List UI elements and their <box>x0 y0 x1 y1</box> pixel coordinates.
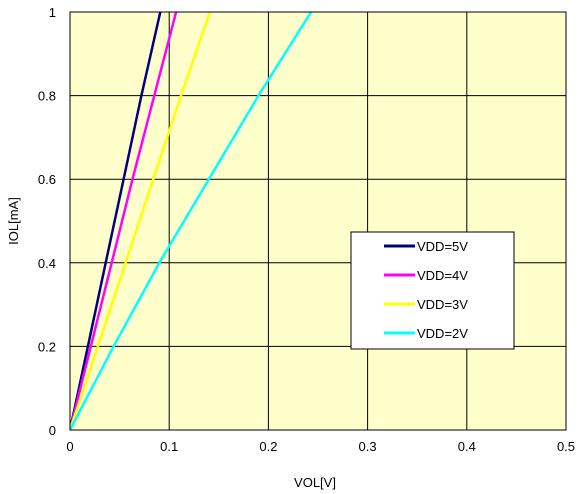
series-line-vdd-2v <box>70 12 313 430</box>
x-tick-label: 0 <box>66 439 73 454</box>
y-tick-label: 0 <box>49 423 56 438</box>
plot-area <box>70 12 566 430</box>
x-axis-ticks: 0 0.1 0.2 0.3 0.4 0.5 <box>66 439 575 454</box>
series-line-vdd-3v <box>70 12 212 430</box>
x-tick-label: 0.4 <box>458 439 476 454</box>
y-tick-label: 0.8 <box>38 89 56 104</box>
y-tick-label: 0.2 <box>38 339 56 354</box>
series-line-vdd-5v <box>70 12 162 430</box>
x-tick-label: 0.3 <box>359 439 377 454</box>
y-tick-label: 1 <box>49 5 56 20</box>
y-tick-label: 0.6 <box>38 172 56 187</box>
series-lines <box>70 12 313 430</box>
legend-label: VDD=2V <box>417 326 468 341</box>
legend-label: VDD=3V <box>417 297 468 312</box>
x-tick-label: 0.2 <box>259 439 277 454</box>
y-axis-label: IOL[mA] <box>6 197 21 245</box>
legend: VDD=5V VDD=4V VDD=3V VDD=2V <box>350 231 515 350</box>
legend-box <box>350 231 515 350</box>
legend-label: VDD=4V <box>417 268 468 283</box>
plot-border <box>69 11 567 431</box>
x-tick-label: 0.1 <box>160 439 178 454</box>
series-line-vdd-4v <box>70 12 178 430</box>
legend-label: VDD=5V <box>417 239 468 254</box>
y-tick-label: 0.4 <box>38 256 56 271</box>
y-axis-ticks: 0 0.2 0.4 0.6 0.8 1 <box>38 5 56 438</box>
x-tick-label: 0.5 <box>557 439 575 454</box>
x-axis-label: VOL[V] <box>294 475 336 490</box>
